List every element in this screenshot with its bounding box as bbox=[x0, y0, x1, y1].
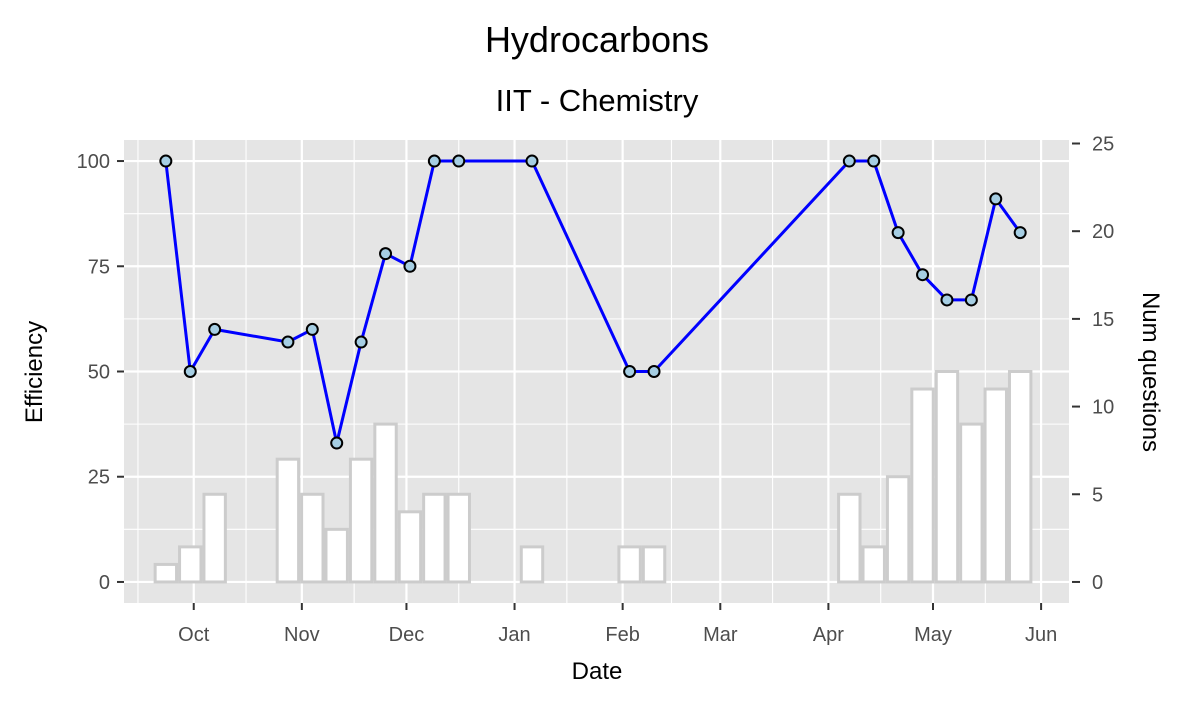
bar-series bbox=[153, 370, 1033, 584]
bar bbox=[178, 545, 203, 584]
axes: Oct Nov Dec Jan Feb Mar Apr May Jun 0 25 50 75 100 0 5 1… bbox=[77, 134, 1115, 646]
y-tick-label: 50 bbox=[88, 362, 110, 384]
y-axis-title: Efficiency bbox=[21, 321, 48, 423]
y2-tick-label: 5 bbox=[1092, 484, 1103, 506]
data-point bbox=[159, 154, 173, 168]
y-tick-label: 0 bbox=[99, 572, 110, 594]
y2-tick-label: 10 bbox=[1092, 397, 1114, 419]
bar bbox=[519, 545, 545, 584]
chart-title: Hydrocarbons bbox=[485, 19, 709, 60]
bar bbox=[910, 387, 935, 584]
y2-tick-label: 0 bbox=[1092, 572, 1103, 594]
bar bbox=[300, 492, 325, 584]
bar bbox=[275, 457, 301, 584]
x-tick-label: Oct bbox=[178, 624, 210, 646]
data-point bbox=[379, 247, 393, 261]
y2-tick-label: 15 bbox=[1092, 309, 1114, 331]
data-point bbox=[183, 365, 197, 378]
y-tick-label: 25 bbox=[88, 467, 110, 489]
bar bbox=[348, 457, 374, 584]
bar bbox=[373, 422, 398, 584]
y2-axis-title: Num questions bbox=[1137, 292, 1164, 452]
data-point bbox=[891, 226, 905, 240]
data-point bbox=[427, 154, 441, 168]
chart-subtitle: IIT - Chemistry bbox=[496, 83, 699, 118]
y2-tick-label: 20 bbox=[1092, 221, 1114, 243]
y2-tick-label: 25 bbox=[1092, 134, 1114, 156]
y-tick-label: 100 bbox=[77, 151, 110, 173]
data-point bbox=[403, 259, 417, 273]
x-tick-label: Feb bbox=[605, 624, 639, 646]
data-point bbox=[305, 322, 319, 336]
bar bbox=[422, 492, 447, 584]
data-point bbox=[208, 322, 222, 336]
bar bbox=[861, 545, 886, 584]
bar bbox=[324, 527, 349, 584]
bar bbox=[885, 475, 911, 584]
bar bbox=[153, 562, 179, 584]
line-series bbox=[159, 154, 1027, 450]
bar bbox=[1007, 370, 1033, 584]
x-tick-label: Apr bbox=[813, 624, 844, 646]
data-point bbox=[452, 154, 466, 168]
x-axis-title: Date bbox=[572, 658, 623, 685]
bar bbox=[837, 492, 862, 584]
data-point bbox=[281, 335, 295, 349]
data-point bbox=[842, 154, 856, 168]
bar bbox=[397, 510, 423, 584]
efficiency-line bbox=[164, 159, 1022, 445]
data-point bbox=[330, 436, 344, 450]
x-tick-label: Jun bbox=[1025, 624, 1057, 646]
bar bbox=[934, 370, 960, 584]
data-point bbox=[989, 192, 1003, 206]
y-tick-label: 75 bbox=[88, 256, 110, 278]
data-point bbox=[940, 293, 954, 307]
x-tick-label: Mar bbox=[703, 624, 738, 646]
data-point bbox=[354, 335, 368, 349]
bar bbox=[202, 492, 227, 584]
data-point bbox=[1013, 226, 1027, 240]
bar bbox=[617, 545, 642, 584]
data-point bbox=[623, 365, 637, 378]
x-tick-label: Nov bbox=[284, 624, 320, 646]
data-point bbox=[867, 154, 881, 168]
data-point bbox=[916, 268, 930, 282]
x-tick-label: Jan bbox=[498, 624, 530, 646]
x-tick-label: Dec bbox=[389, 624, 425, 646]
data-point bbox=[525, 154, 539, 168]
bar bbox=[641, 545, 667, 584]
x-tick-label: May bbox=[914, 624, 952, 646]
data-point bbox=[964, 293, 978, 307]
data-point bbox=[647, 365, 661, 378]
bar bbox=[959, 422, 984, 584]
bar bbox=[446, 492, 471, 584]
bar bbox=[983, 387, 1008, 584]
